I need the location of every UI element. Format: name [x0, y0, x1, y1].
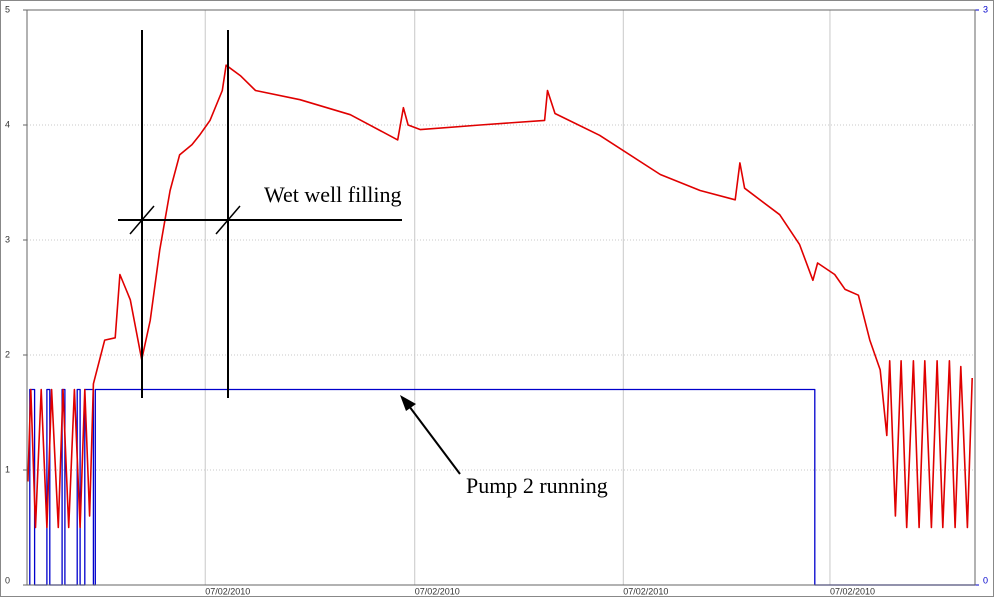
arrow-head — [400, 395, 416, 411]
y-tick-label: 2 — [5, 349, 10, 359]
annotation: Wet well filling — [264, 182, 402, 207]
x-tick-label: 07/02/2010 — [830, 586, 875, 596]
span-tick — [129, 205, 155, 235]
x-tick-label: 07/02/2010 — [623, 586, 668, 596]
plot-border — [26, 9, 976, 586]
y-tick-label: 4 — [5, 119, 10, 129]
series-line — [27, 64, 973, 529]
arrow — [405, 401, 461, 475]
y-tick-label: 5 — [5, 4, 10, 14]
span-tick — [215, 205, 241, 235]
y2-tick-label: 0 — [983, 575, 988, 585]
y2-tick-label: 3 — [983, 4, 988, 14]
y-tick-label: 0 — [5, 575, 10, 585]
x-tick-label: 07/02/2010 — [415, 586, 460, 596]
x-tick-label: 07/02/2010 — [205, 586, 250, 596]
annotation: Pump 2 running — [466, 473, 608, 498]
y-tick-label: 3 — [5, 234, 10, 244]
y-tick-label: 1 — [5, 464, 10, 474]
